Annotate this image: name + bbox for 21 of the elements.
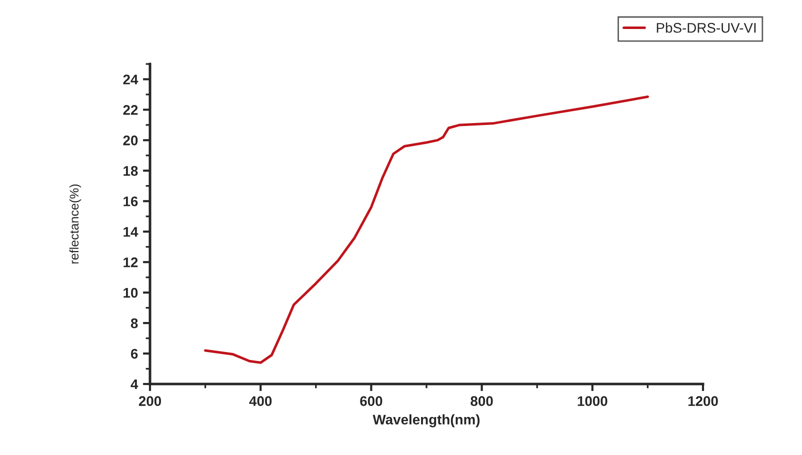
y-tick-label: 12 [124, 257, 138, 268]
line-series [204, 96, 649, 364]
x-tick-label: 1000 [578, 396, 608, 406]
y-tick-label: 22 [123, 105, 138, 115]
x-axis-title: Wavelength(nm) [372, 414, 480, 428]
legend-label: PbS-DRS-UV-VI [656, 22, 756, 33]
x-tick-label: 800 [470, 396, 493, 406]
x-tick-label: 400 [249, 396, 272, 406]
y-tick-label: 6 [130, 348, 138, 359]
x-tick-label: 1200 [688, 396, 718, 406]
y-axis-title: reflectance(%) [69, 184, 82, 264]
y-tick-label: 14 [124, 227, 138, 237]
y-tick-label: 18 [124, 166, 138, 176]
y-tick-label: 10 [124, 288, 138, 298]
y-tick-label: 4 [130, 379, 138, 390]
y-tick-label: 16 [124, 196, 138, 206]
x-tick-label: 200 [138, 396, 162, 406]
y-tick-label: 20 [123, 136, 138, 146]
x-tick-label: 600 [360, 396, 382, 406]
y-tick-label: 24 [123, 74, 138, 84]
y-tick-label: 8 [130, 318, 138, 328]
